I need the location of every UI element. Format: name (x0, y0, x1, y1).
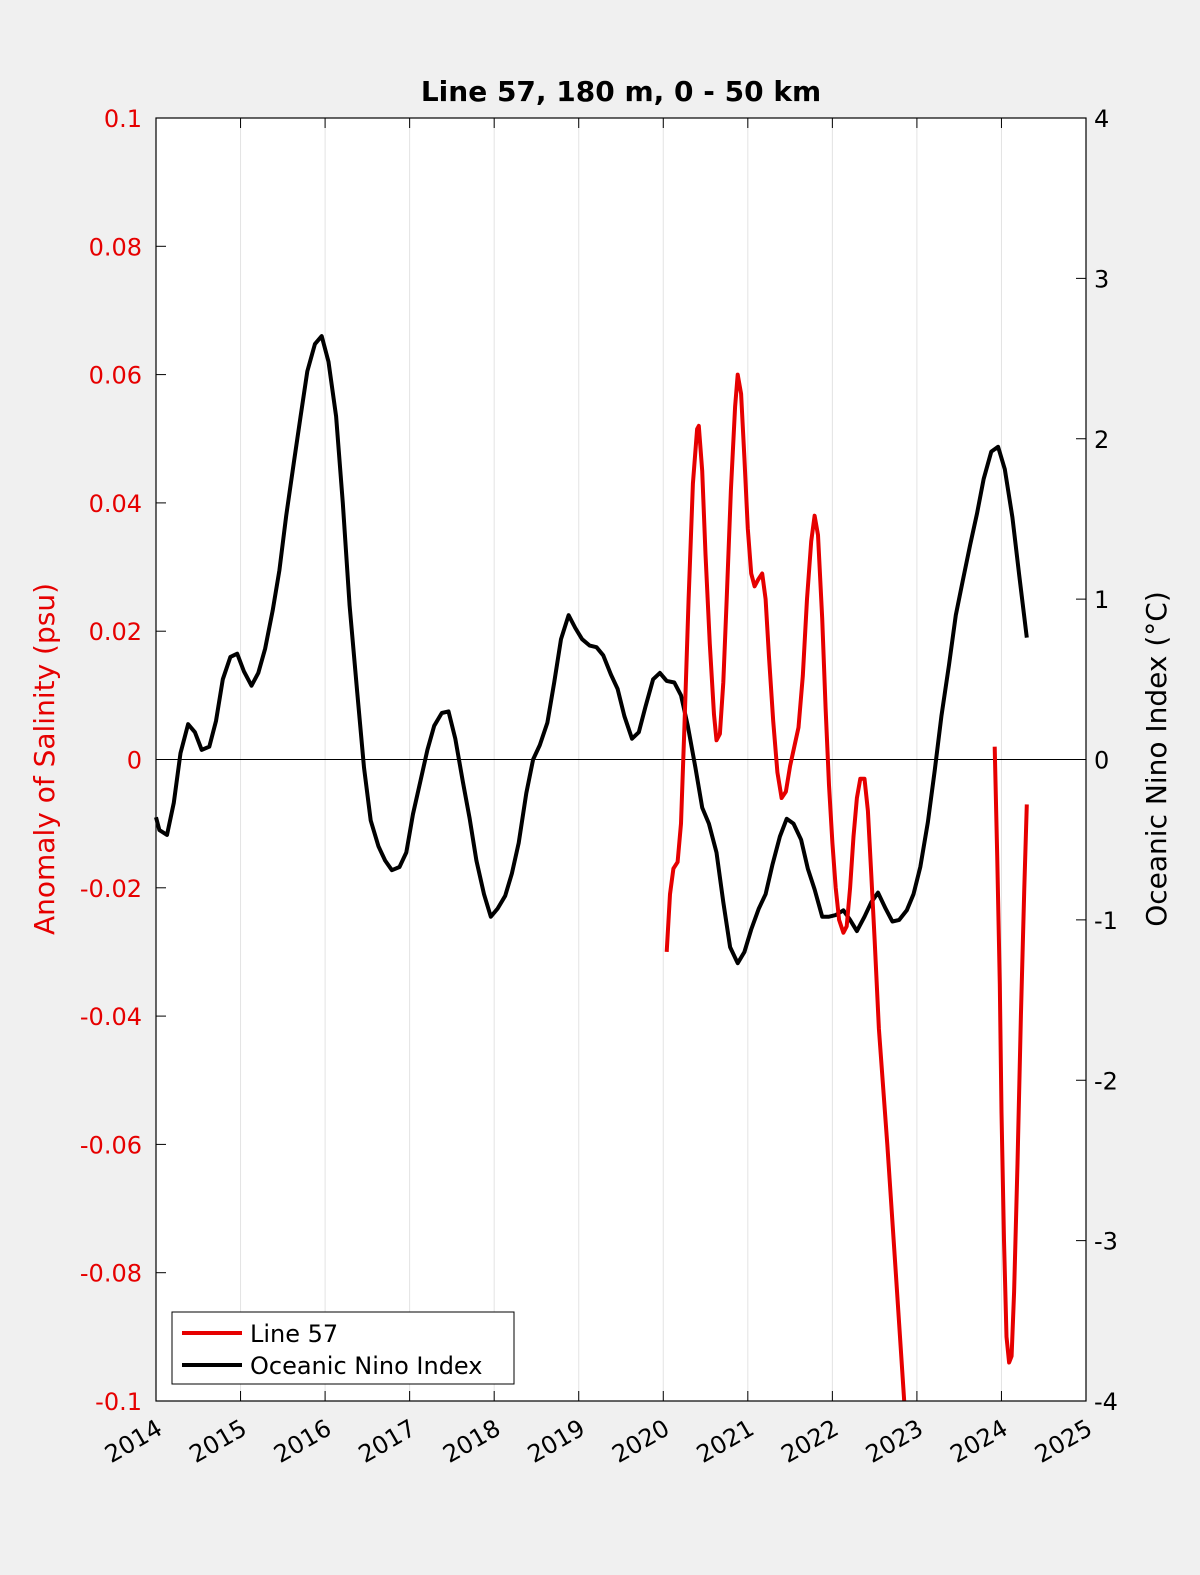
right-tick-label: -4 (1094, 1388, 1118, 1416)
left-tick-label: 0.06 (89, 362, 142, 390)
right-tick-label: 3 (1094, 265, 1109, 293)
left-tick-label: -0.04 (80, 1003, 142, 1031)
left-tick-label: 0.02 (89, 618, 142, 646)
left-tick-label: 0.08 (89, 233, 142, 261)
right-y-axis: 4 3 2 1 0 -1 -2 -3 -4 (1076, 105, 1118, 1416)
left-tick-label: 0.1 (104, 105, 142, 133)
left-tick-label: -0.06 (80, 1131, 142, 1159)
left-tick-label: -0.08 (80, 1260, 142, 1288)
series-line-line-57 (664, 372, 907, 1402)
left-y-axis-label: Anomaly of Salinity (psu) (28, 583, 61, 935)
chart-title: Line 57, 180 m, 0 - 50 km (421, 75, 821, 108)
legend-label-line-57: Line 57 (250, 1320, 338, 1348)
x-tick-label: 2016 (269, 1414, 336, 1469)
x-tick-label: 2020 (607, 1414, 674, 1469)
x-tick-label: 2025 (1030, 1414, 1097, 1469)
series-layer (154, 334, 1029, 1402)
left-tick-label: -0.02 (80, 875, 142, 903)
right-tick-label: 0 (1094, 747, 1109, 775)
x-tick-label: 2017 (354, 1414, 421, 1469)
x-tick-label: 2021 (692, 1414, 759, 1469)
left-y-axis: 0.1 0.08 0.06 0.04 0.02 0 -0.02 -0.04 -0.06 -0.08… (80, 105, 166, 1416)
left-tick-label: 0.04 (89, 490, 142, 518)
x-tick-label: 2015 (185, 1414, 252, 1469)
right-tick-label: -2 (1094, 1067, 1118, 1095)
x-tick-label: 2022 (776, 1414, 843, 1469)
x-tick-label: 2018 (438, 1414, 505, 1469)
series-line-oceanic-nino-index (154, 334, 1029, 966)
right-tick-label: -1 (1094, 907, 1118, 935)
legend-box (171, 1311, 515, 1385)
right-tick-label: 1 (1094, 586, 1109, 614)
series-line-line-57 (992, 746, 1029, 1365)
x-tick-label: 2024 (946, 1414, 1013, 1469)
left-tick-label: -0.1 (95, 1388, 142, 1416)
legend: Line 57 Oceanic Nino Index (171, 1311, 515, 1385)
legend-label-oni: Oceanic Nino Index (250, 1352, 482, 1380)
right-tick-label: 2 (1094, 426, 1109, 454)
left-tick-label: 0 (127, 747, 142, 775)
right-tick-label: -3 (1094, 1228, 1118, 1256)
right-y-axis-label: Oceanic Nino Index (°C) (1140, 591, 1173, 927)
x-tick-label: 2023 (861, 1414, 928, 1469)
right-tick-label: 4 (1094, 105, 1109, 133)
x-tick-label: 2019 (523, 1414, 590, 1469)
x-tick-label: 2014 (100, 1414, 167, 1469)
